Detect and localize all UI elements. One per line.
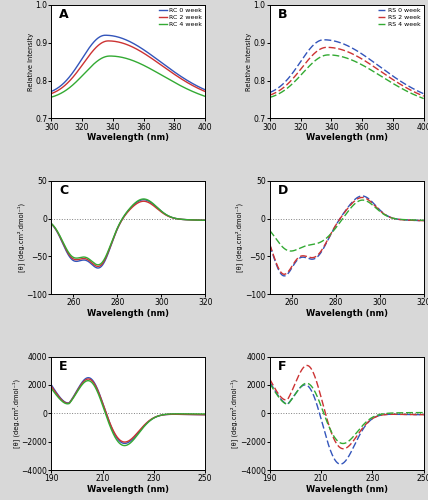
RC 4 week <box>119 54 124 60</box>
Text: B: B <box>277 8 287 22</box>
RC 0 week <box>49 88 54 94</box>
Line: RS 0 week: RS 0 week <box>270 40 424 94</box>
Line: RS 4 week: RS 4 week <box>270 55 424 98</box>
X-axis label: Wavelength (nm): Wavelength (nm) <box>87 484 169 494</box>
RS 2 week <box>421 93 426 99</box>
RS 4 week <box>337 53 342 59</box>
X-axis label: Wavelength (nm): Wavelength (nm) <box>306 484 388 494</box>
RC 0 week <box>140 46 145 52</box>
RS 0 week <box>383 68 389 74</box>
Text: C: C <box>59 184 68 197</box>
RC 2 week <box>119 40 124 46</box>
Y-axis label: Relative Intensity: Relative Intensity <box>28 32 34 91</box>
RS 0 week <box>370 58 375 64</box>
RS 2 week <box>267 92 272 98</box>
RS 2 week <box>294 70 300 76</box>
Line: RC 2 week: RC 2 week <box>51 41 205 94</box>
RC 0 week <box>88 42 93 48</box>
Y-axis label: Relative Intensity: Relative Intensity <box>246 32 252 91</box>
X-axis label: Wavelength (nm): Wavelength (nm) <box>87 133 169 142</box>
RC 0 week <box>119 35 124 41</box>
RS 4 week <box>421 96 426 102</box>
RS 2 week <box>337 46 342 52</box>
RC 2 week <box>165 66 170 72</box>
RS 4 week <box>307 63 312 69</box>
Y-axis label: [θ] (deg.cm².dmol⁻¹): [θ] (deg.cm².dmol⁻¹) <box>17 203 25 272</box>
Y-axis label: [θ] (deg.cm².dmol⁻¹): [θ] (deg.cm².dmol⁻¹) <box>231 378 238 448</box>
Text: A: A <box>59 8 68 22</box>
X-axis label: Wavelength (nm): Wavelength (nm) <box>87 309 169 318</box>
RS 2 week <box>383 72 389 78</box>
X-axis label: Wavelength (nm): Wavelength (nm) <box>306 133 388 142</box>
RS 0 week <box>358 50 363 56</box>
RC 4 week <box>88 64 93 70</box>
RC 0 week <box>76 61 81 67</box>
Legend: RS 0 week, RS 2 week, RS 4 week: RS 0 week, RS 2 week, RS 4 week <box>378 8 421 28</box>
Text: F: F <box>277 360 286 373</box>
Legend: RC 0 week, RC 2 week, RC 4 week: RC 0 week, RC 2 week, RC 4 week <box>159 8 202 28</box>
Line: RS 2 week: RS 2 week <box>270 48 424 96</box>
RC 2 week <box>152 58 157 64</box>
RS 0 week <box>337 40 342 46</box>
RC 0 week <box>152 54 157 60</box>
RS 2 week <box>324 44 330 51</box>
Text: D: D <box>277 184 288 197</box>
RS 4 week <box>294 76 300 82</box>
RS 0 week <box>294 64 300 70</box>
X-axis label: Wavelength (nm): Wavelength (nm) <box>306 309 388 318</box>
Y-axis label: [θ] (deg.cm².dmol⁻¹): [θ] (deg.cm².dmol⁻¹) <box>236 203 244 272</box>
Line: RC 0 week: RC 0 week <box>51 35 205 92</box>
RC 0 week <box>203 87 208 93</box>
RC 4 week <box>49 94 54 100</box>
RC 2 week <box>49 90 54 96</box>
Line: RC 4 week: RC 4 week <box>51 56 205 97</box>
RS 4 week <box>370 68 375 74</box>
RS 2 week <box>358 56 363 62</box>
RC 4 week <box>152 68 157 74</box>
RS 0 week <box>267 90 272 96</box>
RC 4 week <box>107 53 113 59</box>
RS 4 week <box>267 94 272 100</box>
RC 4 week <box>203 94 208 100</box>
RC 4 week <box>76 76 81 82</box>
RC 0 week <box>165 64 170 70</box>
Y-axis label: [θ] (deg.cm².dmol⁻¹): [θ] (deg.cm².dmol⁻¹) <box>12 378 20 448</box>
RC 0 week <box>103 32 108 38</box>
RC 2 week <box>88 50 93 56</box>
RS 4 week <box>358 61 363 67</box>
Text: E: E <box>59 360 68 373</box>
RS 2 week <box>370 63 375 69</box>
RC 4 week <box>140 62 145 68</box>
RS 2 week <box>307 56 312 62</box>
RS 0 week <box>321 37 327 43</box>
RS 0 week <box>421 91 426 97</box>
RS 4 week <box>383 76 389 82</box>
RC 2 week <box>203 88 208 94</box>
RC 2 week <box>76 67 81 73</box>
RS 4 week <box>326 52 331 58</box>
RC 2 week <box>140 50 145 56</box>
RS 0 week <box>307 46 312 52</box>
RC 2 week <box>106 38 111 44</box>
RC 4 week <box>165 76 170 82</box>
